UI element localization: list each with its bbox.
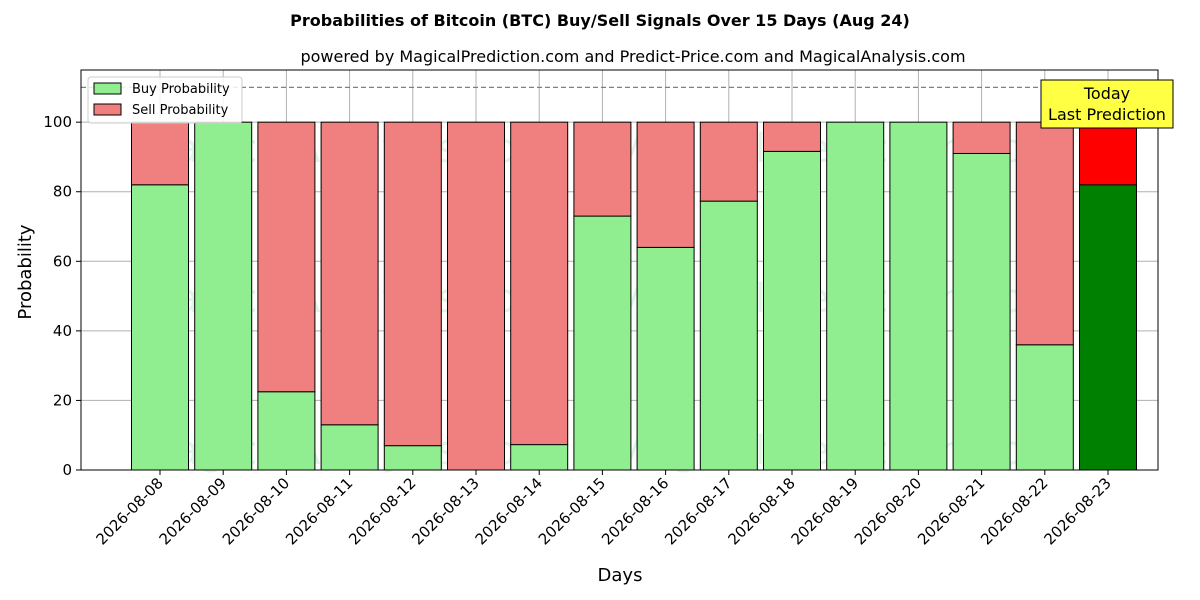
bar-buy [131,184,189,471]
bar-sell [699,121,758,202]
bar-group [763,121,821,471]
bar-sell [320,121,379,426]
today-annotation-box [1040,79,1174,129]
bar-sell [573,121,632,217]
chart-subtitle: powered by MagicalPrediction.com and Pre… [300,47,965,66]
bar-group [826,121,885,471]
x-tick-label: 2026-08-20 [851,474,925,548]
bar-buy [194,121,253,471]
bar-group [889,121,948,471]
today-annotation-line-2: Last Prediction [1048,105,1166,124]
x-tick-label: 2026-08-08 [92,474,166,548]
x-tick-label: 2026-08-19 [788,474,862,548]
chart-title: Probabilities of Bitcoin (BTC) Buy/Sell … [290,11,910,30]
bar-group [699,121,758,471]
bar-group [447,121,505,471]
x-tick-label: 2026-08-21 [914,474,988,548]
bar-group [636,121,695,471]
bar-sell [383,121,442,447]
x-tick-label: 2026-08-15 [535,474,609,548]
legend-swatch-buy [93,82,122,95]
x-tick-label: 2026-08-13 [408,474,482,548]
x-axis-label: Days [598,565,643,586]
y-axis-label: Probability [15,224,36,319]
x-tick-label: 2026-08-22 [977,474,1051,548]
bars-layer [131,121,1137,471]
bar-buy [320,424,379,471]
bar-buy [889,121,948,471]
y-tick-label: 80 [53,183,72,201]
x-tick-label: 2026-08-16 [598,474,672,548]
bar-sell [763,121,821,152]
bar-buy [573,215,632,471]
bar-buy [826,121,885,471]
x-tick-label: 2026-08-09 [156,474,230,548]
bar-sell [131,121,189,186]
bar-sell [257,121,316,393]
bar-sell [952,121,1011,154]
bar-group [573,121,632,471]
bar-sell [510,121,569,446]
bar-buy [257,391,316,471]
bar-buy [383,445,442,471]
bar-group [383,121,442,471]
bar-group [510,121,569,471]
bar-group [1079,121,1137,471]
x-tick-label: 2026-08-14 [472,474,546,548]
legend-swatch-sell [93,103,122,116]
plot-frame [80,69,1159,471]
y-tick-label: 100 [43,113,72,131]
bar-sell [636,121,695,248]
bar-group [194,121,253,471]
bar-sell [1079,121,1137,186]
x-tick-label: 2026-08-12 [345,474,419,548]
bar-sell [447,121,505,471]
bar-buy [1015,344,1074,471]
bar-group [257,121,316,471]
y-tick-label: 0 [62,461,72,479]
bar-buy [952,152,1011,471]
bar-group [1015,121,1074,471]
x-tick-label: 2026-08-23 [1040,474,1114,548]
bar-buy [1079,184,1137,471]
legend-box [87,76,243,124]
bar-buy [510,444,569,471]
bar-buy [699,200,758,471]
x-tick-label: 2026-08-10 [219,474,293,548]
today-annotation: Today Last Prediction [1040,79,1174,129]
legend: Buy Probability Sell Probability [87,76,243,124]
x-tick-label: 2026-08-17 [661,474,735,548]
legend-label-buy: Buy Probability [132,82,230,97]
bar-group [952,121,1011,471]
y-tick-label: 60 [53,252,72,270]
bar-buy [763,150,821,471]
x-tick-label: 2026-08-11 [282,474,356,548]
x-tick-label: 2026-08-18 [724,474,798,548]
bar-buy [636,246,695,471]
bar-group [320,121,379,471]
bar-sell [1015,121,1074,346]
y-tick-label: 40 [53,322,72,340]
legend-label-sell: Sell Probability [132,103,229,118]
bar-group [131,121,189,471]
y-tick-label: 20 [53,391,72,409]
today-annotation-line-1: Today [1083,84,1130,103]
